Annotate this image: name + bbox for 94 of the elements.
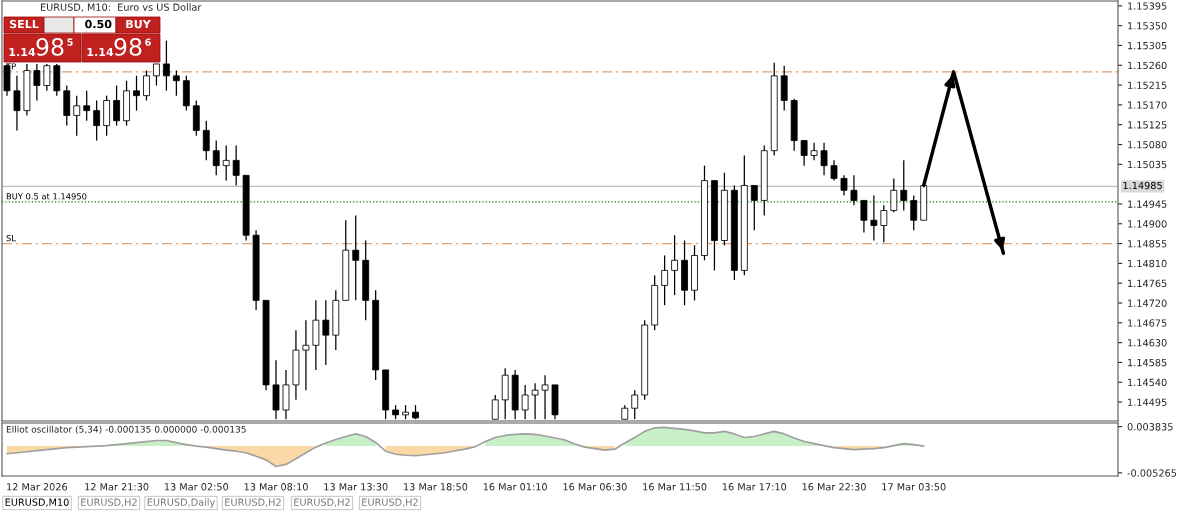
y-tick-label: 1.15305	[1128, 41, 1167, 50]
y-tick-label: 0.003835	[1127, 423, 1173, 431]
candlestick	[93, 99, 101, 142]
ref-line-label: SL	[6, 234, 16, 242]
candlestick	[212, 139, 220, 176]
y-tick-label: 1.15350	[1128, 22, 1167, 30]
text: EURUSD,Daily	[147, 498, 215, 508]
x-tick-label: 17 Mar 03:50	[882, 483, 946, 491]
candlestick	[143, 69, 150, 102]
y-tick-label: 1.14945	[1128, 200, 1167, 208]
candlestick	[232, 144, 240, 187]
line-series	[6, 426, 925, 468]
ref-line-label: BUY 0.5 at 1.14950	[6, 193, 87, 200]
y-tick-label: 1.14585	[1128, 358, 1167, 367]
y-tick-label: 1.15080	[1128, 141, 1167, 149]
y-tick-label: 1.14630	[1128, 339, 1167, 347]
candlestick	[83, 90, 91, 122]
candlestick	[541, 374, 549, 420]
y-tick-label: 1.14810	[1128, 259, 1167, 268]
candlestick	[43, 63, 51, 92]
candlestick	[880, 204, 888, 243]
x-tick-label: 16 Mar 22:30	[802, 483, 866, 491]
candlestick	[133, 75, 140, 112]
candlestick	[840, 174, 848, 197]
annotation: 1.14	[87, 47, 114, 57]
annotation: 98	[114, 37, 142, 56]
candlestick	[870, 194, 878, 242]
candlestick	[671, 234, 678, 296]
x-tick-label: 16 Mar 06:30	[563, 483, 627, 491]
candlestick	[352, 214, 360, 301]
candlestick	[73, 95, 81, 137]
candlestick	[830, 159, 838, 182]
y-tick-label: 1.14720	[1128, 299, 1167, 307]
y-tick-label: 1.14540	[1128, 378, 1167, 387]
candlestick	[202, 120, 210, 161]
candlestick	[222, 144, 230, 182]
x-tick-label: 13 Mar 08:10	[244, 483, 308, 491]
text: EURUSD,H2	[294, 498, 350, 507]
ref-line-label: 1.14985	[1123, 181, 1162, 190]
y-tick-label: 1.15215	[1128, 81, 1167, 89]
x-tick-label: 12 Mar 21:30	[85, 483, 149, 491]
annotation: 1.14	[9, 47, 36, 57]
y-tick-label: 1.14765	[1128, 279, 1167, 288]
candlestick	[910, 194, 918, 231]
y-tick-label: 1.15395	[1128, 2, 1167, 10]
y-tick-label: 1.14900	[1128, 220, 1167, 228]
annotation: SELL	[9, 19, 39, 29]
candlestick	[860, 199, 868, 234]
candlestick	[13, 75, 21, 132]
annotation: 5	[67, 38, 73, 46]
candlestick	[661, 254, 669, 306]
y-tick-label: 1.14855	[1128, 240, 1167, 248]
candlestick	[491, 394, 499, 420]
y-tick-label: 1.14675	[1128, 319, 1167, 327]
candlestick	[531, 382, 539, 420]
x-tick-label: 16 Mar 11:50	[643, 483, 707, 491]
x-tick-label: 13 Mar 18:50	[404, 483, 468, 491]
text: EURUSD,M10	[5, 498, 69, 507]
candlestick	[322, 299, 330, 366]
candlestick	[521, 384, 529, 420]
text: EURUSD,H2	[81, 498, 137, 507]
candlestick	[800, 139, 808, 167]
chart-title: Elliot oscillator (5,34) -0.000135 0.000000 -0.000135	[6, 425, 246, 434]
annotation: 98	[36, 37, 64, 56]
text: EURUSD,H2	[225, 498, 281, 507]
candlestick	[172, 69, 180, 97]
x-tick-label: 16 Mar 01:10	[483, 483, 547, 491]
chart-title: EURUSD, M10: Euro vs US Dollar	[40, 3, 202, 12]
candlestick	[302, 319, 310, 391]
candlestick	[850, 174, 858, 206]
y-tick-label: 1.15170	[1128, 101, 1167, 109]
text: EURUSD,H2	[362, 498, 418, 507]
candlestick	[750, 184, 758, 231]
y-tick-label: 1.15125	[1128, 121, 1167, 129]
y-tick-label: 1.14495	[1128, 398, 1167, 406]
candlestick	[163, 39, 170, 92]
candlestick	[900, 159, 908, 212]
x-tick-label: 12 Mar 2026	[7, 483, 68, 491]
x-tick-label: 16 Mar 17:10	[722, 483, 787, 491]
annotation: 0.50	[85, 19, 112, 29]
candlestick	[890, 177, 898, 213]
candlestick	[810, 142, 818, 161]
candlestick	[820, 142, 828, 176]
candlestick	[113, 84, 120, 127]
candlestick	[153, 63, 160, 87]
y-tick-label: -0.005265	[1127, 469, 1177, 477]
candlestick	[631, 389, 639, 420]
y-tick-label: 1.15260	[1128, 61, 1167, 70]
y-tick-label: 1.15035	[1128, 160, 1167, 169]
x-tick-label: 13 Mar 13:30	[324, 483, 388, 491]
annotation: BUY	[126, 19, 151, 29]
candlestick	[33, 63, 41, 102]
x-tick-label: 13 Mar 02:50	[164, 483, 229, 491]
annotation: 6	[145, 38, 151, 46]
